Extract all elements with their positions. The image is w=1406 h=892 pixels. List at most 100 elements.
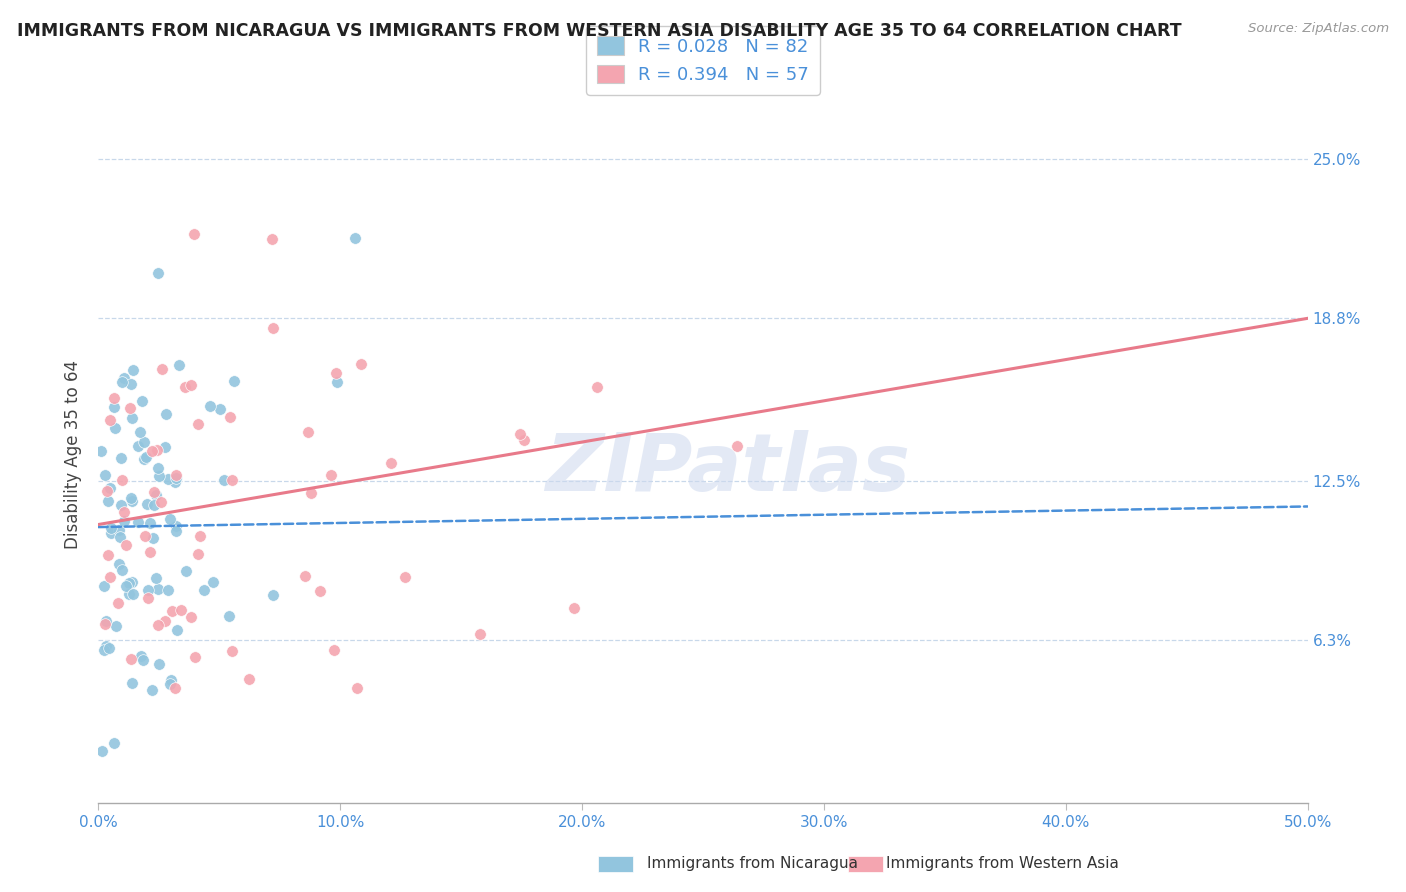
Point xyxy=(108,523,131,537)
Point xyxy=(187,547,209,561)
Point xyxy=(326,376,349,390)
Point xyxy=(142,531,165,545)
Point xyxy=(145,571,167,585)
Point xyxy=(394,570,416,584)
Point xyxy=(165,681,187,695)
Point xyxy=(117,575,139,590)
Point xyxy=(118,401,141,415)
Point xyxy=(98,413,121,427)
Point xyxy=(112,505,135,519)
Point xyxy=(129,648,152,663)
Point xyxy=(120,491,142,505)
Point xyxy=(121,675,143,690)
Point xyxy=(174,379,197,393)
Point xyxy=(110,451,132,466)
Point xyxy=(350,357,373,371)
Point xyxy=(180,377,202,392)
Point xyxy=(97,548,120,562)
Point xyxy=(201,574,224,589)
Point xyxy=(100,521,122,535)
Point xyxy=(132,652,155,666)
Point xyxy=(174,564,197,578)
Point xyxy=(96,615,118,629)
Point xyxy=(159,512,181,526)
Point xyxy=(143,484,166,499)
Y-axis label: Disability Age 35 to 64: Disability Age 35 to 64 xyxy=(65,360,83,549)
Point xyxy=(128,425,150,439)
Point xyxy=(104,619,127,633)
Point xyxy=(107,557,129,571)
Point xyxy=(127,438,149,452)
Point xyxy=(166,623,188,637)
Point xyxy=(169,358,191,372)
Point xyxy=(180,610,202,624)
Point xyxy=(131,394,153,409)
Point xyxy=(134,451,156,466)
Point xyxy=(198,399,221,413)
Point xyxy=(111,474,134,488)
Point xyxy=(112,371,135,385)
Text: IMMIGRANTS FROM NICARAGUA VS IMMIGRANTS FROM WESTERN ASIA DISABILITY AGE 35 TO 6: IMMIGRANTS FROM NICARAGUA VS IMMIGRANTS … xyxy=(17,22,1181,40)
Point xyxy=(91,744,114,758)
Point xyxy=(97,641,120,656)
Point xyxy=(139,516,162,530)
Text: ZIPatlas: ZIPatlas xyxy=(544,430,910,508)
Point xyxy=(148,657,170,671)
Point xyxy=(155,407,177,421)
Point xyxy=(114,579,136,593)
Point xyxy=(170,603,193,617)
Point xyxy=(107,596,129,610)
Point xyxy=(218,609,240,624)
Point xyxy=(135,497,157,511)
Point xyxy=(160,604,183,618)
Point xyxy=(146,266,169,280)
Point xyxy=(297,425,319,439)
Point xyxy=(98,570,121,584)
Point xyxy=(184,649,207,664)
Point xyxy=(98,481,121,495)
Point xyxy=(134,434,156,449)
Point xyxy=(159,673,181,687)
Point xyxy=(468,627,491,641)
Point xyxy=(150,362,173,376)
Text: Source: ZipAtlas.com: Source: ZipAtlas.com xyxy=(1249,22,1389,36)
Point xyxy=(96,483,118,498)
Point xyxy=(157,472,180,486)
Point xyxy=(165,475,187,490)
Point xyxy=(209,402,232,417)
Point xyxy=(380,456,402,470)
Point xyxy=(221,473,243,487)
Point xyxy=(115,538,138,552)
Point xyxy=(165,518,187,533)
Point xyxy=(141,443,163,458)
Point xyxy=(93,642,115,657)
Point xyxy=(150,495,173,509)
Point xyxy=(146,443,169,458)
Point xyxy=(143,498,166,512)
Text: Immigrants from Western Asia: Immigrants from Western Asia xyxy=(886,856,1119,871)
Point xyxy=(155,614,177,628)
Point xyxy=(193,582,215,597)
Point xyxy=(104,421,127,435)
Point xyxy=(103,736,125,750)
Point xyxy=(103,391,125,405)
Point xyxy=(111,375,134,389)
Point xyxy=(121,411,143,425)
Point xyxy=(221,644,243,658)
Point xyxy=(120,652,142,666)
Point xyxy=(187,417,209,431)
Point xyxy=(322,643,344,657)
Point xyxy=(120,376,142,391)
Point xyxy=(343,231,366,245)
Point xyxy=(121,494,143,508)
Point xyxy=(159,677,181,691)
Point xyxy=(183,227,205,242)
Legend: R = 0.028   N = 82, R = 0.394   N = 57: R = 0.028 N = 82, R = 0.394 N = 57 xyxy=(586,26,820,95)
Point xyxy=(90,443,112,458)
Point xyxy=(97,494,120,508)
Point xyxy=(112,514,135,528)
Point xyxy=(139,545,162,559)
Point xyxy=(294,569,316,583)
Point xyxy=(214,473,236,487)
Text: Immigrants from Nicaragua: Immigrants from Nicaragua xyxy=(647,856,858,871)
